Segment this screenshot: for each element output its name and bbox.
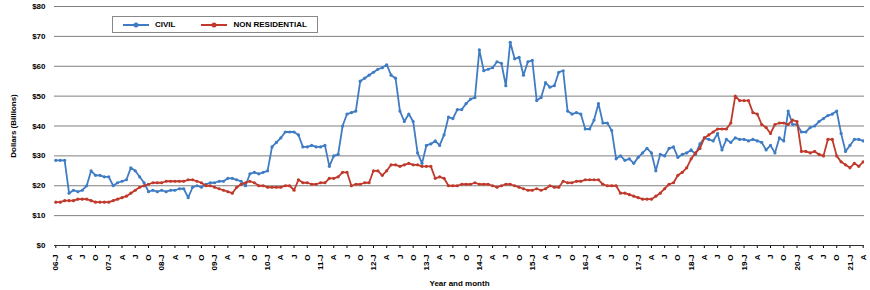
html-text:CIVIL: CIVIL — [155, 20, 176, 29]
svg-text:J: J — [607, 255, 616, 259]
svg-text:16-J: 16-J — [581, 255, 590, 271]
svg-text:O: O — [144, 255, 153, 261]
svg-text:A: A — [859, 254, 868, 260]
svg-text:A: A — [541, 254, 550, 260]
svg-text:O: O — [673, 255, 682, 261]
svg-text:08-J: 08-J — [157, 255, 166, 271]
svg-text:J: J — [501, 255, 510, 259]
svg-text:O: O — [409, 255, 418, 261]
svg-text:A: A — [753, 254, 762, 260]
svg-text:J: J — [131, 255, 140, 259]
svg-text:$80: $80 — [32, 2, 46, 11]
svg-text:$50: $50 — [32, 92, 46, 101]
svg-text:$20: $20 — [32, 181, 46, 190]
svg-text:J: J — [448, 255, 457, 259]
svg-text:O: O — [726, 255, 735, 261]
svg-text:O: O — [197, 255, 206, 261]
svg-text:A: A — [118, 254, 127, 260]
svg-text:18-J: 18-J — [687, 255, 696, 271]
svg-text:$60: $60 — [32, 62, 46, 71]
svg-text:J: J — [554, 255, 563, 259]
svg-text:Year and month: Year and month — [429, 279, 489, 288]
svg-text:O: O — [779, 255, 788, 261]
svg-text:A: A — [647, 254, 656, 260]
svg-text:J: J — [78, 255, 87, 259]
svg-text:21-J: 21-J — [846, 255, 855, 271]
svg-text:09-J: 09-J — [210, 255, 219, 271]
svg-text:07-J: 07-J — [104, 255, 113, 271]
svg-text:A: A — [171, 254, 180, 260]
svg-text:J: J — [660, 255, 669, 259]
svg-text:O: O — [356, 255, 365, 261]
svg-text:$0: $0 — [37, 241, 46, 250]
svg-text:A: A — [806, 254, 815, 260]
svg-text:19-J: 19-J — [740, 255, 749, 271]
svg-text:O: O — [621, 255, 630, 261]
svg-text:O: O — [91, 255, 100, 261]
svg-text:20-J: 20-J — [793, 255, 802, 271]
svg-text:J: J — [184, 255, 193, 259]
svg-text:O: O — [303, 255, 312, 261]
svg-text:A: A — [329, 254, 338, 260]
html-text:NON RESIDENTIAL: NON RESIDENTIAL — [233, 20, 307, 29]
svg-text:A: A — [223, 254, 232, 260]
svg-text:O: O — [515, 255, 524, 261]
svg-text:O: O — [568, 255, 577, 261]
svg-text:14-J: 14-J — [475, 255, 484, 271]
svg-text:$30: $30 — [32, 151, 46, 160]
svg-text:J: J — [290, 255, 299, 259]
svg-text:12-J: 12-J — [369, 255, 378, 271]
svg-text:A: A — [488, 254, 497, 260]
svg-text:A: A — [382, 254, 391, 260]
svg-text:A: A — [700, 254, 709, 260]
svg-text:J: J — [819, 255, 828, 259]
svg-text:$10: $10 — [32, 211, 46, 220]
svg-text:11-J: 11-J — [316, 255, 325, 271]
svg-text:A: A — [276, 254, 285, 260]
svg-text:$40: $40 — [32, 122, 46, 131]
svg-text:13-J: 13-J — [422, 255, 431, 271]
svg-text:Dollars (Billions): Dollars (Billions) — [9, 94, 18, 158]
svg-text:15-J: 15-J — [528, 255, 537, 271]
svg-text:O: O — [462, 255, 471, 261]
svg-text:A: A — [435, 254, 444, 260]
svg-text:06-J: 06-J — [51, 255, 60, 271]
svg-text:J: J — [343, 255, 352, 259]
svg-text:$70: $70 — [32, 32, 46, 41]
svg-text:J: J — [396, 255, 405, 259]
svg-text:J: J — [713, 255, 722, 259]
svg-text:17-J: 17-J — [634, 255, 643, 271]
svg-text:A: A — [594, 254, 603, 260]
svg-text:O: O — [832, 255, 841, 261]
svg-text:J: J — [766, 255, 775, 259]
svg-text:A: A — [65, 254, 74, 260]
svg-text:10-J: 10-J — [263, 255, 272, 271]
svg-text:O: O — [250, 255, 259, 261]
svg-text:J: J — [237, 255, 246, 259]
